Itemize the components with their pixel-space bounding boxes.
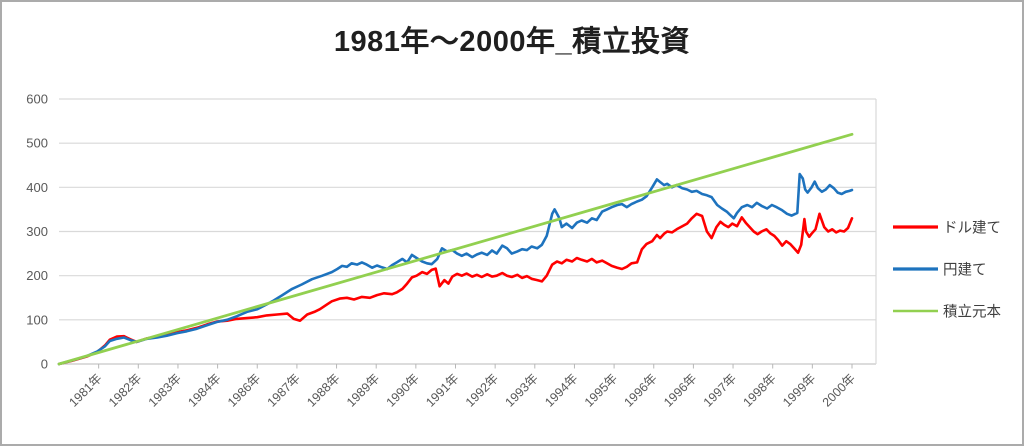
- y-axis-labels: 0 100 200 300 400 500 600: [26, 92, 48, 372]
- y-tick-label: 300: [26, 224, 48, 239]
- y-tick-label: 200: [26, 268, 48, 283]
- x-tick-label: 1983年: [146, 371, 184, 409]
- x-tick-label: 1991年: [423, 371, 461, 409]
- dollar-line: [57, 212, 854, 366]
- x-tick-label: 1997年: [701, 371, 739, 409]
- x-tick-label: 1994年: [542, 371, 580, 409]
- yen-line: [57, 172, 854, 366]
- x-tick-label: 1987年: [265, 371, 303, 409]
- legend-item: 円建て: [893, 262, 987, 279]
- x-tick-label: 1996年: [621, 371, 659, 409]
- y-tick-label: 400: [26, 180, 48, 195]
- x-tick-label: 2000年: [820, 371, 858, 409]
- chart-title: 1981年～2000年_積立投資: [333, 26, 691, 58]
- x-tick-label: 1992年: [463, 371, 501, 409]
- y-tick-label: 0: [41, 357, 48, 372]
- principal-line: [57, 132, 854, 366]
- legend-item: ドル建て: [893, 220, 1001, 237]
- x-tick-label: 1986年: [225, 371, 263, 409]
- legend-label: ドル建て: [943, 220, 1001, 237]
- y-tick-label: 100: [26, 312, 48, 327]
- x-tick-label: 1982年: [106, 371, 144, 409]
- x-tick-label: 1988年: [304, 371, 342, 409]
- x-tick-label: 1990年: [384, 371, 422, 409]
- x-tick-label: 1996年: [661, 371, 699, 409]
- legend-label: 積立元本: [943, 304, 1001, 321]
- legend-label: 円建て: [943, 262, 987, 279]
- x-tick-label: 1999年: [780, 371, 818, 409]
- x-tick-label: 1993年: [503, 371, 541, 409]
- x-tick-label: 1989年: [344, 371, 382, 409]
- x-tick-label: 1981年: [66, 371, 104, 409]
- x-tick-label: 1995年: [582, 371, 620, 409]
- x-axis-labels: 1981年 1982年 1983年 1984年 1986年 1987年 1988年 1989年…: [66, 371, 858, 409]
- gridlines: [59, 98, 876, 365]
- x-axis-ticks: [98, 364, 853, 369]
- y-tick-label: 600: [26, 92, 48, 107]
- x-tick-label: 1998年: [740, 371, 778, 409]
- legend-item: 積立元本: [893, 304, 1001, 321]
- x-tick-label: 1984年: [185, 371, 223, 409]
- y-tick-label: 500: [26, 136, 48, 151]
